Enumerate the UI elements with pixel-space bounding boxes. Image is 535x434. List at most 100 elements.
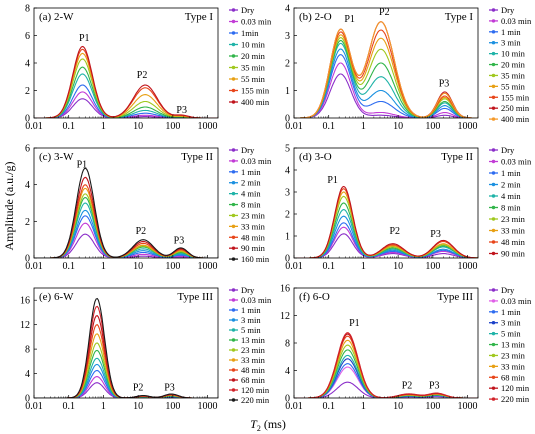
legend-label: 400 min bbox=[501, 114, 530, 124]
legend-marker bbox=[231, 318, 236, 322]
legend-label: 160 min bbox=[241, 254, 270, 264]
y-tick-label: 2 bbox=[25, 86, 30, 97]
series-line-3-min bbox=[294, 358, 478, 398]
series-line-dry bbox=[34, 382, 218, 398]
legend-marker bbox=[231, 100, 236, 104]
legend-label: 1 min bbox=[501, 307, 521, 317]
legend-marker bbox=[231, 159, 236, 163]
series-line-90-min bbox=[34, 176, 218, 258]
legend-label: 2 min bbox=[501, 180, 521, 190]
plot-frame bbox=[293, 287, 479, 399]
legend-marker bbox=[491, 106, 496, 110]
legend-marker bbox=[491, 217, 496, 221]
y-tick-label: 12 bbox=[20, 320, 30, 331]
legend-marker bbox=[491, 228, 496, 233]
x-tick-label: 0.1 bbox=[62, 401, 75, 412]
panel-f-6-o: 0.01 0.1 1 10 100 1000 0 4 8 12 16 (f) 6-O Type III P… bbox=[280, 284, 532, 413]
series-line-0.03-min bbox=[294, 226, 478, 258]
legend-marker bbox=[231, 42, 236, 47]
y-tick-label: 4 bbox=[285, 166, 290, 177]
y-tick-label: 2 bbox=[285, 59, 290, 70]
x-tick-label: 1000 bbox=[198, 401, 218, 412]
x-tick-label: 1 bbox=[361, 401, 366, 412]
y-tick-label: 0 bbox=[25, 394, 30, 405]
legend-marker bbox=[231, 348, 236, 352]
legend-marker bbox=[231, 65, 236, 70]
legend-label: 68 min bbox=[241, 375, 266, 385]
legend-label: 55 min bbox=[501, 81, 526, 91]
legend-label: 5 min bbox=[501, 329, 521, 339]
series-line-160-min bbox=[34, 167, 218, 258]
y-tick-label: 4 bbox=[285, 4, 290, 15]
peak-label-p3: P3 bbox=[164, 383, 175, 394]
y-tick-label: 1 bbox=[285, 86, 290, 97]
legend-label: 0.03 min bbox=[501, 157, 532, 167]
legend-label: 0.03 min bbox=[501, 16, 532, 26]
legend-marker bbox=[491, 375, 496, 379]
legend-label: 155 min bbox=[501, 92, 530, 102]
peak-label-p2: P2 bbox=[389, 226, 400, 237]
series-line-220-min bbox=[294, 332, 478, 398]
legend-marker bbox=[231, 398, 236, 402]
legend-marker bbox=[231, 378, 236, 382]
peak-label-p1: P1 bbox=[327, 175, 338, 186]
series-line-23-min bbox=[34, 193, 218, 258]
series-line-5-min bbox=[294, 354, 478, 398]
legend-label: 0.03 min bbox=[241, 295, 272, 305]
legend-label: 13 min bbox=[501, 340, 526, 350]
series-line-120-min bbox=[34, 305, 218, 398]
y-tick-label: 3 bbox=[285, 31, 290, 42]
legend-label: Dry bbox=[241, 145, 255, 155]
legend-label: 55 min bbox=[241, 74, 266, 84]
legend-label: Dry bbox=[241, 5, 255, 15]
legend-label: 3 min bbox=[501, 318, 521, 328]
series-line-8-min bbox=[34, 197, 218, 258]
legend-label: 2 min bbox=[241, 178, 261, 188]
panel-b-2-o: 0.01 0.1 1 10 100 1000 0 1 2 3 4 (b) 2-O Type I P1 P2 P… bbox=[285, 4, 532, 133]
legend-marker bbox=[231, 181, 236, 185]
legend-label: 120 min bbox=[501, 383, 530, 393]
x-tick-label: 10 bbox=[133, 401, 143, 412]
legend-marker bbox=[231, 170, 236, 174]
x-tick-label: 0.1 bbox=[322, 261, 335, 272]
series-line-400-min bbox=[294, 21, 478, 118]
series-line-dry bbox=[294, 73, 478, 118]
y-tick-label: 6 bbox=[25, 31, 30, 42]
peak-label-p3: P3 bbox=[430, 229, 441, 240]
series-line-1-min bbox=[34, 215, 218, 258]
x-tick-label: 0.01 bbox=[25, 401, 43, 412]
series-line-0.03-min bbox=[294, 62, 478, 118]
legend-label: 3 min bbox=[241, 315, 261, 325]
panel-title: (d) 3-O bbox=[299, 151, 332, 163]
x-tick-label: 1 bbox=[101, 401, 106, 412]
x-tick-label: 10 bbox=[393, 121, 403, 132]
y-axis-label: Amplitude (a.u./g) bbox=[2, 162, 16, 251]
legend-label: 220 min bbox=[501, 394, 530, 404]
legend-label: 120 min bbox=[241, 385, 270, 395]
legend-marker bbox=[491, 84, 496, 89]
legend-label: 35 min bbox=[501, 70, 526, 80]
y-tick-label: 3 bbox=[285, 188, 290, 199]
curves bbox=[294, 332, 478, 398]
legend-marker bbox=[231, 19, 236, 24]
series-line-0.03-min bbox=[34, 376, 218, 398]
legend-marker bbox=[491, 240, 496, 244]
y-tick-label: 5 bbox=[285, 144, 290, 155]
legend-marker bbox=[231, 77, 236, 81]
legend-label: 10 min bbox=[241, 40, 266, 50]
x-tick-label: 1 bbox=[361, 261, 366, 272]
legend-marker bbox=[491, 386, 496, 390]
legend-label: 1 min bbox=[501, 27, 521, 37]
legend-marker bbox=[491, 331, 496, 336]
series-line-3-min bbox=[34, 363, 218, 398]
plot-frame bbox=[33, 287, 219, 399]
series-line-2-min bbox=[34, 209, 218, 258]
x-tick-label: 1 bbox=[101, 121, 106, 132]
x-tick-label: 1000 bbox=[198, 261, 218, 272]
series-line-23-min bbox=[34, 342, 218, 398]
peak-label-p3: P3 bbox=[429, 380, 440, 391]
legend-label: 400 min bbox=[241, 97, 270, 107]
